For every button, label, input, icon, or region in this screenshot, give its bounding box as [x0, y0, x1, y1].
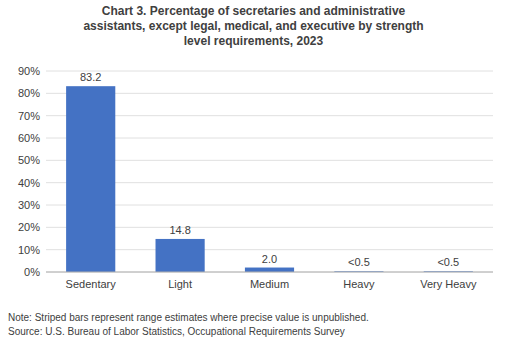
title-line: Chart 3. Percentage of secretaries and a…: [102, 4, 406, 18]
grid-line: [46, 71, 493, 72]
y-tick-label: 10%: [18, 244, 40, 256]
bar: [245, 268, 294, 272]
x-axis-line: [46, 272, 493, 273]
y-tick-label: 90%: [18, 65, 40, 77]
x-tick-label: Medium: [250, 278, 289, 290]
bar: [66, 86, 115, 272]
x-tick-label: Very Heavy: [420, 278, 477, 290]
x-tick-label: Sedentary: [66, 278, 117, 290]
note: Note: Striped bars represent range estim…: [8, 312, 369, 323]
chart: Chart 3. Percentage of secretaries and a…: [0, 0, 507, 345]
x-tick-label: Light: [168, 278, 192, 290]
title-line: assistants, except legal, medical, and e…: [83, 19, 423, 33]
y-tick-label: 20%: [18, 221, 40, 233]
y-tick-label: 0%: [24, 266, 40, 278]
bars: [66, 86, 473, 272]
data-label: 14.8: [169, 224, 190, 236]
y-tick-label: 60%: [18, 132, 40, 144]
y-tick-label: 70%: [18, 110, 40, 122]
note: Source: U.S. Bureau of Labor Statistics,…: [8, 326, 345, 337]
data-label: <0.5: [348, 256, 370, 268]
title-line: level requirements, 2023: [184, 34, 324, 48]
data-label: <0.5: [437, 256, 459, 268]
y-tick-label: 40%: [18, 177, 40, 189]
y-tick-label: 30%: [18, 199, 40, 211]
y-tick-label: 80%: [18, 87, 40, 99]
x-tick-label: Heavy: [343, 278, 375, 290]
title: Chart 3. Percentage of secretaries and a…: [83, 4, 423, 48]
bar: [156, 239, 205, 272]
grid: [46, 71, 493, 272]
y-tick-label: 50%: [18, 154, 40, 166]
data-label: 2.0: [262, 253, 277, 265]
data-label: 83.2: [80, 71, 101, 83]
grid-line: [46, 272, 493, 273]
